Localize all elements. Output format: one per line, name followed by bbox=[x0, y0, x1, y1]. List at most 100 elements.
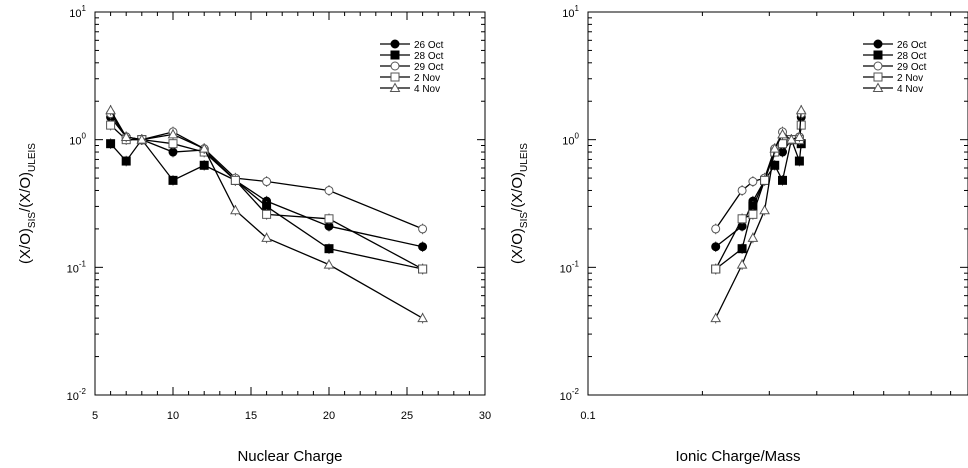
data-point bbox=[737, 185, 747, 195]
legend-marker bbox=[873, 72, 883, 82]
legend-marker bbox=[873, 50, 883, 60]
y-axis-title-subscript: SIS bbox=[27, 212, 38, 228]
y-tick-exponent: -2 bbox=[572, 387, 580, 396]
y-tick-exponent: -1 bbox=[572, 259, 580, 268]
legend-label: 26 Oct bbox=[414, 40, 444, 51]
y-axis-title-subscript: SIS bbox=[519, 212, 530, 228]
data-point bbox=[777, 128, 788, 139]
y-axis-title-subscript: ULEIS bbox=[27, 143, 38, 172]
legend-label: 28 Oct bbox=[414, 51, 444, 62]
legend-marker bbox=[390, 72, 400, 82]
data-point bbox=[794, 156, 804, 166]
data-point bbox=[778, 139, 788, 149]
legend-label: 26 Oct bbox=[897, 40, 927, 51]
data-point bbox=[323, 259, 335, 269]
data-point bbox=[168, 139, 178, 149]
data-point bbox=[786, 134, 797, 144]
legend-label: 28 Oct bbox=[897, 51, 927, 62]
data-point bbox=[747, 232, 759, 242]
series-4-nov bbox=[710, 104, 807, 324]
data-point bbox=[167, 128, 179, 139]
series-29-oct bbox=[711, 108, 806, 235]
y-axis-title-part: (X/O) bbox=[17, 228, 34, 264]
y-tick-exponent: 0 bbox=[575, 132, 580, 141]
y-tick-label: 101 bbox=[69, 4, 86, 20]
legend-marker bbox=[390, 50, 400, 60]
data-point bbox=[261, 232, 272, 242]
legend-label: 4 Nov bbox=[897, 84, 923, 95]
series-line bbox=[715, 125, 802, 270]
y-tick-label: 100 bbox=[69, 132, 86, 148]
legend-label: 2 Nov bbox=[414, 73, 440, 84]
series-26-oct bbox=[711, 111, 806, 253]
data-point bbox=[106, 120, 116, 130]
y-tick-base: 10 bbox=[69, 136, 81, 148]
data-point bbox=[230, 175, 240, 185]
x-tick-label: 0.1 bbox=[580, 410, 595, 422]
x-tick-label: 25 bbox=[401, 410, 413, 422]
data-point bbox=[262, 209, 272, 219]
data-point bbox=[324, 214, 334, 224]
data-point bbox=[796, 120, 806, 130]
y-tick-label: 10-1 bbox=[67, 259, 87, 275]
data-point bbox=[324, 185, 334, 195]
legend-label: 29 Oct bbox=[897, 62, 927, 73]
data-point bbox=[230, 204, 241, 215]
legend-marker bbox=[389, 82, 401, 92]
y-tick-label: 10-2 bbox=[560, 387, 580, 403]
data-point bbox=[417, 312, 428, 323]
y-tick-base: 10 bbox=[560, 263, 572, 275]
plot-frame bbox=[94, 11, 486, 396]
x-tick-label: 10 bbox=[167, 410, 179, 422]
data-point bbox=[121, 156, 131, 166]
legend-marker bbox=[872, 82, 884, 92]
data-point bbox=[418, 264, 428, 274]
legend-marker bbox=[873, 61, 883, 71]
legend-label: 2 Nov bbox=[897, 73, 923, 84]
y-tick-base: 10 bbox=[562, 8, 574, 20]
y-tick-base: 10 bbox=[560, 391, 572, 403]
data-point bbox=[136, 134, 148, 144]
legend-marker bbox=[390, 39, 400, 49]
data-point bbox=[262, 177, 272, 187]
data-point bbox=[759, 204, 770, 215]
data-point bbox=[120, 131, 132, 141]
data-point bbox=[198, 143, 210, 153]
y-axis-title: (X/O)SIS/(X/O)ULEIS bbox=[509, 143, 530, 264]
data-point bbox=[168, 147, 178, 157]
y-tick-base: 10 bbox=[69, 8, 81, 20]
series-4-nov bbox=[105, 104, 428, 324]
y-tick-exponent: 1 bbox=[82, 4, 87, 13]
data-point bbox=[769, 143, 781, 153]
y-axis-title-part: /(X/O) bbox=[17, 172, 34, 212]
y-tick-base: 10 bbox=[562, 136, 574, 148]
data-point bbox=[794, 131, 805, 141]
y-tick-label: 101 bbox=[562, 4, 579, 20]
data-point bbox=[199, 160, 209, 170]
data-point bbox=[737, 244, 747, 254]
y-tick-base: 10 bbox=[67, 391, 79, 403]
x-tick-label: 20 bbox=[323, 410, 335, 422]
data-point bbox=[778, 147, 788, 157]
legend-marker bbox=[390, 61, 400, 71]
y-tick-exponent: -1 bbox=[79, 259, 87, 268]
data-point bbox=[710, 312, 722, 323]
legend-marker bbox=[873, 39, 883, 49]
y-tick-exponent: 1 bbox=[575, 4, 580, 13]
series-28-oct bbox=[106, 134, 428, 275]
x-axis-title: Ionic Charge/Mass bbox=[675, 448, 800, 465]
data-point bbox=[711, 242, 721, 252]
y-axis-title: (X/O)SIS/(X/O)ULEIS bbox=[17, 143, 38, 264]
data-point bbox=[418, 242, 428, 252]
data-point bbox=[778, 175, 788, 185]
y-axis-title-part: /(X/O) bbox=[509, 172, 526, 212]
data-point bbox=[168, 175, 178, 185]
data-point bbox=[418, 224, 428, 234]
data-point bbox=[711, 224, 721, 234]
series-line bbox=[715, 137, 802, 270]
data-point bbox=[748, 209, 758, 219]
y-tick-exponent: -2 bbox=[79, 387, 87, 396]
